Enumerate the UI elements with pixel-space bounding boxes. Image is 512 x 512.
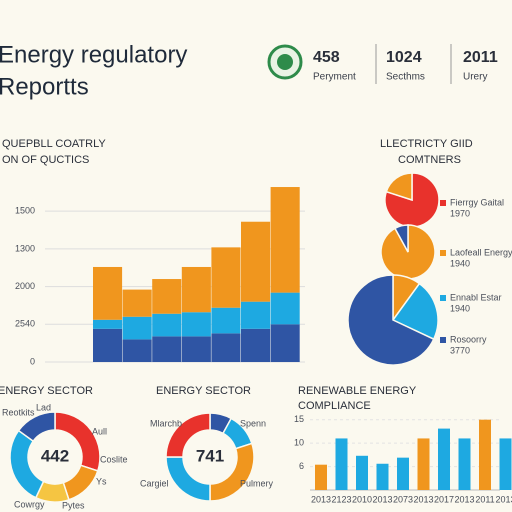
slice-label: Mlarchb: [150, 418, 182, 428]
legend-label: Rosoorry: [450, 334, 487, 344]
chart-title: QUEPBLL COATRLY: [2, 138, 106, 150]
bar-segment: [211, 307, 241, 334]
slice: [62, 464, 99, 501]
x-tick-label: 2123: [331, 494, 351, 504]
slice-label: Cargiel: [140, 478, 169, 488]
stat-label: Secthms: [386, 72, 425, 83]
donut-center: 442: [41, 446, 69, 465]
legend-swatch: [440, 200, 446, 206]
bar: [499, 438, 512, 490]
x-tick-label: 2073: [393, 494, 413, 504]
bar-segment: [152, 279, 182, 314]
y-tick-label: 15: [294, 414, 304, 424]
chart-title: LLECTRICTY GIID: [380, 138, 473, 150]
bar-segment: [181, 336, 211, 362]
slice: [385, 172, 413, 202]
bar-segment: [152, 336, 182, 362]
bar-segment: [211, 333, 241, 362]
donut-center: 741: [196, 446, 224, 465]
y-tick-label: 2540: [15, 319, 35, 329]
chart-title: ENERGY SECTOR: [0, 385, 93, 397]
bar-segment: [181, 312, 211, 337]
bar-segment: [93, 328, 123, 362]
slice-label: Pulmery: [240, 478, 274, 488]
bar-segment: [122, 339, 152, 362]
stat-value: 1024: [386, 49, 422, 66]
slice-label: Lad: [36, 402, 51, 412]
stat-value: 2011: [463, 49, 498, 66]
x-tick-label: 2010: [352, 494, 372, 504]
chart-title: COMTNERS: [398, 154, 461, 166]
bar: [315, 464, 327, 490]
y-tick-label: 6: [299, 461, 304, 471]
legend-value: 1970: [450, 208, 470, 218]
y-tick-label: 0: [30, 356, 35, 366]
bar-segment: [152, 313, 182, 337]
legend-swatch: [440, 250, 446, 256]
x-tick-label: 2013: [454, 494, 474, 504]
x-tick-label: 2013: [413, 494, 433, 504]
legend-swatch: [440, 337, 446, 343]
legend-label: Ennabl Estar: [450, 292, 502, 302]
slice: [347, 274, 435, 366]
logo-core: [277, 54, 293, 70]
bar-segment: [270, 324, 300, 362]
y-tick-label: 1300: [15, 243, 35, 253]
slice: [165, 412, 211, 458]
chart-title: ON OF QUCTICS: [2, 154, 89, 166]
y-tick-label: 1500: [15, 206, 35, 216]
chart-title: COMPLIANCE: [298, 400, 371, 412]
slice: [9, 429, 45, 499]
chart-title: RENEWABLE ENERGY: [298, 385, 417, 397]
legend-label: Laofeall Energy: [450, 247, 512, 257]
legend-value: 1940: [450, 303, 470, 313]
x-tick-label: 2017: [434, 494, 454, 504]
bar-segment: [93, 319, 123, 329]
slice-label: Aull: [92, 426, 107, 436]
page-title: Reportts: [0, 73, 89, 100]
bar-segment: [241, 221, 271, 302]
page-title: Energy regulatory: [0, 41, 187, 68]
bar-segment: [270, 292, 300, 325]
slice-label: Reotkits: [2, 407, 35, 417]
stat-label: Peryment: [313, 72, 356, 83]
x-tick-label: 2011: [475, 494, 494, 504]
bar-segment: [181, 266, 211, 313]
bar: [376, 463, 389, 490]
bar: [356, 455, 368, 490]
slice-label: Cowrgy: [14, 499, 45, 509]
x-tick-label: 2013: [495, 494, 512, 504]
bar-segment: [270, 187, 300, 293]
bar: [458, 438, 471, 490]
bar-segment: [211, 247, 241, 308]
legend-value: 3770: [450, 345, 470, 355]
bar-segment: [122, 289, 152, 317]
bar: [479, 419, 491, 490]
y-tick-label: 10: [294, 438, 304, 448]
slice: [393, 224, 409, 253]
legend-value: 1940: [450, 258, 470, 268]
slice-label: Coslite: [100, 454, 128, 464]
slice: [17, 411, 56, 443]
legend-label: Fierrgy Gaital: [450, 197, 504, 207]
slice-label: Pytes: [62, 500, 85, 510]
chart-title: ENERGY SECTOR: [156, 385, 251, 397]
slice-label: Spenn: [240, 418, 266, 428]
stat-value: 458: [313, 49, 340, 66]
bar: [417, 438, 430, 490]
bar-segment: [241, 301, 271, 329]
bar: [438, 428, 450, 490]
slice-label: Ys: [96, 476, 107, 486]
x-tick-label: 2013: [372, 494, 392, 504]
stat-label: Urery: [463, 72, 487, 83]
x-tick-label: 2013: [311, 494, 331, 504]
bar-segment: [122, 316, 152, 340]
bar-segment: [241, 328, 271, 362]
y-tick-label: 2000: [15, 281, 35, 291]
legend-swatch: [440, 295, 446, 301]
bar: [335, 438, 348, 490]
bar: [397, 457, 409, 490]
bar-segment: [93, 266, 123, 320]
